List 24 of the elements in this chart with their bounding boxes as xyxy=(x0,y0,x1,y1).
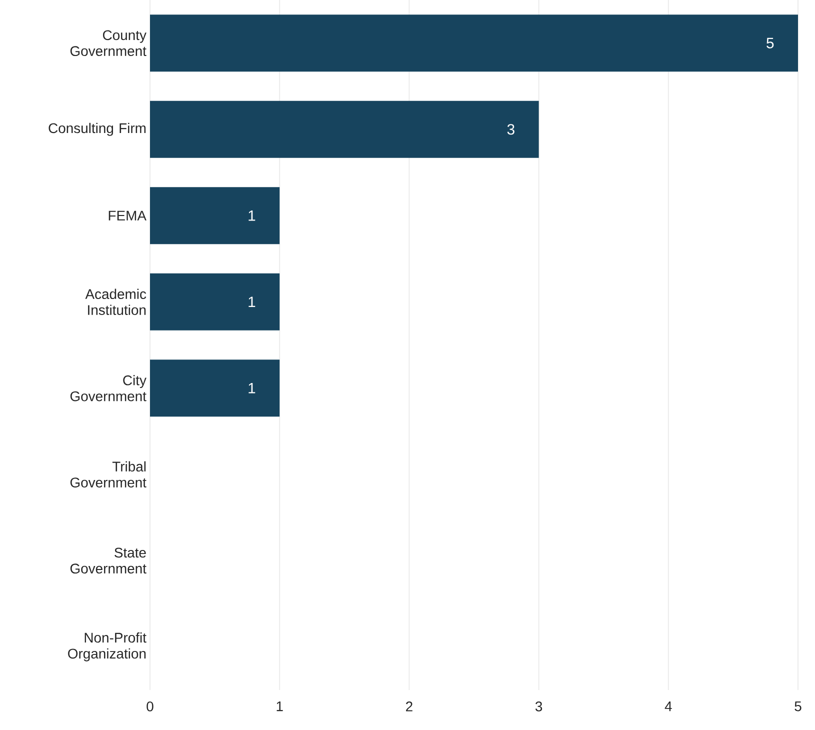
data-label: 1 xyxy=(248,210,256,221)
x-tick-label: 0 xyxy=(146,701,154,712)
y-tick-label: Consulting Firm xyxy=(48,122,146,136)
y-tick-label: County Government xyxy=(70,30,146,56)
data-label: 1 xyxy=(248,382,256,394)
bar xyxy=(150,187,280,244)
data-label: 3 xyxy=(507,124,514,135)
y-tick-label: Academic Institution xyxy=(85,288,146,315)
y-tick-label: Tribal Government xyxy=(70,461,146,488)
x-tick-label: 3 xyxy=(535,701,542,712)
bar xyxy=(150,100,539,158)
x-tick-label: 5 xyxy=(794,702,802,712)
y-tick-label: Non-Profit Organization xyxy=(68,632,146,662)
bar xyxy=(150,360,280,417)
x-tick-label: 2 xyxy=(406,701,412,712)
y-tick-label: City Government xyxy=(70,375,146,402)
data-label: 5 xyxy=(766,38,774,48)
bar xyxy=(150,273,280,330)
y-tick-label: FEMA xyxy=(108,210,146,220)
bar xyxy=(150,14,798,72)
x-tick-label: 1 xyxy=(276,702,283,712)
data-label: 1 xyxy=(248,296,256,308)
y-tick-label: State Government xyxy=(70,548,146,574)
x-tick-label: 4 xyxy=(664,702,672,712)
